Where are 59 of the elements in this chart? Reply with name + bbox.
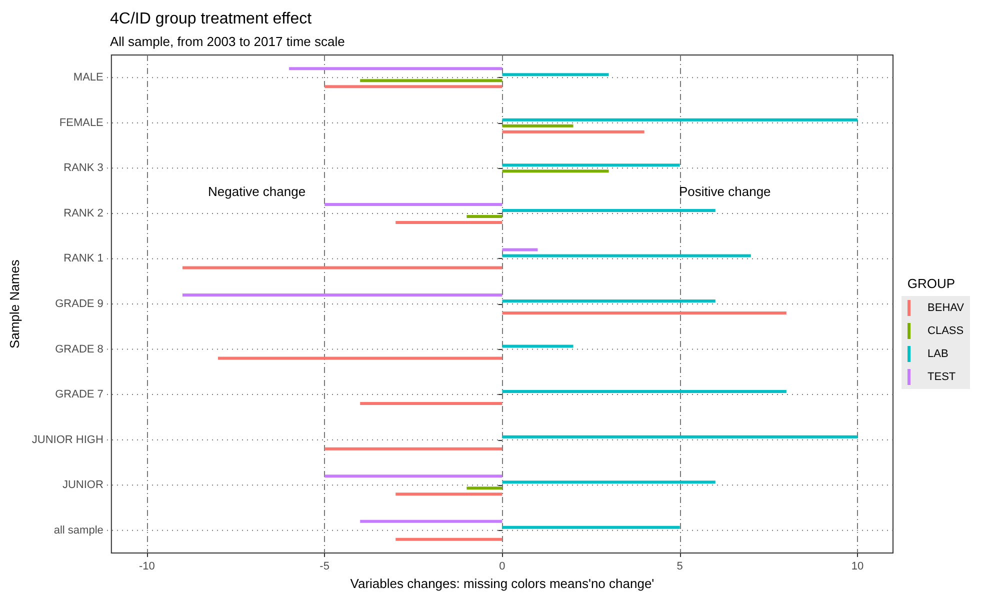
annotation: Negative change: [208, 184, 306, 199]
bar: [502, 170, 609, 173]
bar: [502, 390, 786, 394]
x-tick-label: -5: [320, 560, 330, 572]
legend-label: CLASS: [928, 325, 964, 337]
y-tick-label: all sample: [54, 524, 104, 536]
bar: [502, 130, 644, 134]
bar: [396, 492, 502, 496]
bar: [502, 124, 574, 128]
bar: [182, 294, 502, 296]
y-tick-label: RANK 2: [64, 207, 104, 220]
y-tick-label: RANK 1: [64, 252, 104, 265]
bar: [466, 214, 502, 218]
chart-subtitle: All sample, from 2003 to 2017 time scale: [110, 34, 345, 49]
x-tick-label: -10: [138, 560, 155, 572]
bar: [360, 520, 502, 523]
y-tick-label: GRADE 8: [55, 343, 104, 356]
legend-label: TEST: [928, 371, 956, 383]
legend-title: GROUP: [907, 276, 955, 291]
bar: [396, 538, 502, 541]
y-tick-label: GRADE 7: [55, 388, 104, 401]
legend-label: LAB: [928, 348, 948, 360]
annotation: Positive change: [679, 184, 771, 199]
y-tick-label: JUNIOR: [62, 479, 104, 492]
y-tick-label: RANK 3: [64, 162, 104, 174]
bar: [289, 67, 502, 70]
bar: [182, 266, 502, 270]
y-tick-label: GRADE 9: [55, 298, 104, 310]
bar: [466, 486, 502, 490]
y-axis-title: Sample Names: [7, 259, 22, 348]
bar: [324, 202, 502, 206]
bar: [502, 344, 574, 348]
bar: [502, 300, 716, 302]
x-tick-label: 10: [851, 560, 864, 572]
bar: [502, 208, 716, 212]
bar: [218, 356, 502, 360]
y-tick-label: MALE: [73, 72, 104, 84]
bar: [502, 248, 538, 252]
bar: [324, 85, 502, 88]
bar: [360, 402, 502, 406]
y-tick-label: JUNIOR HIGH: [32, 434, 104, 446]
bar: [502, 526, 680, 529]
bar: [502, 118, 858, 122]
bar: [502, 435, 858, 438]
bar: [396, 220, 502, 224]
bar: [502, 312, 786, 314]
chart-title: 4C/ID group treatment effect: [110, 10, 312, 28]
bar: [324, 474, 502, 478]
legend-label: BEHAV: [928, 302, 965, 314]
bar: [502, 73, 609, 76]
x-tick-label: 5: [676, 560, 683, 572]
bar: [502, 254, 751, 258]
x-tick-label: 0: [499, 560, 506, 572]
y-tick-label: FEMALE: [59, 116, 104, 129]
bar: [324, 447, 502, 450]
x-axis-title: Variables changes: missing colors means'no change': [350, 576, 654, 591]
bar: [502, 164, 680, 167]
bar: [502, 480, 716, 484]
bar: [360, 79, 502, 82]
